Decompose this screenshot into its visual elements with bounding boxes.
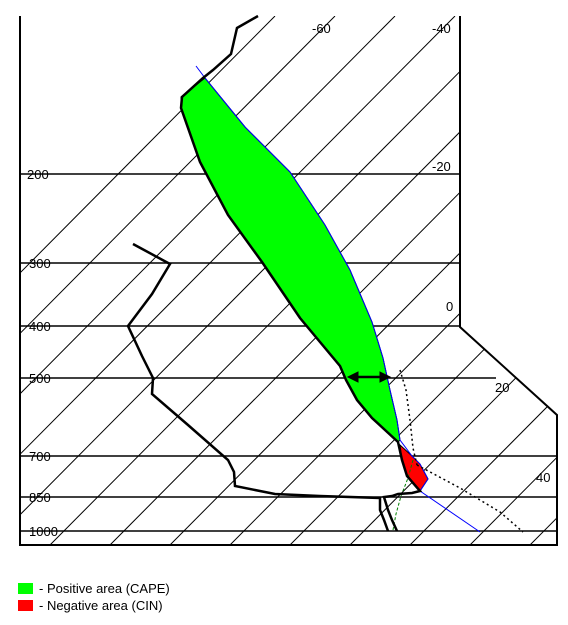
temperature-label: -40 (432, 21, 451, 36)
isotherm-line (169, 16, 557, 545)
parcel-path-line (195, 65, 481, 533)
isotherm-line (20, 16, 456, 545)
pressure-label: 1000 (29, 524, 58, 539)
legend-swatch-cin (18, 599, 33, 611)
skew-t-diagram: 200 300 400 500 700 850 1000 -60 -40 -20… (19, 14, 558, 546)
isotherm-line (469, 16, 557, 545)
legend-item-cape: - Positive area (CAPE) (18, 580, 170, 596)
legend-item-cin: - Negative area (CIN) (18, 597, 170, 613)
pressure-label: 300 (29, 256, 51, 271)
temperature-labels: -60 -40 -20 0 20 40 (312, 21, 550, 485)
isotherm-line (409, 16, 557, 545)
temperature-label: -20 (432, 159, 451, 174)
temperature-label: 40 (536, 470, 550, 485)
dotted-mixing-line (416, 464, 524, 533)
temperature-label: 20 (495, 380, 509, 395)
temperature-label: -60 (312, 21, 331, 36)
temperature-sounding-line (179, 14, 423, 532)
isotherm-line (20, 16, 516, 545)
double-arrow (346, 371, 392, 383)
isobar-lines (20, 173, 557, 532)
legend: - Positive area (CAPE) - Negative area (… (18, 580, 170, 614)
isotherm-line (349, 16, 557, 545)
pressure-label: 850 (29, 490, 51, 505)
dewpoint-sounding-line (126, 242, 390, 532)
dotted-adiabat-line (399, 369, 418, 466)
plot-border (19, 16, 558, 546)
temperature-label: 0 (446, 299, 453, 314)
pressure-label: 200 (27, 167, 49, 182)
legend-label-cin: - Negative area (CIN) (39, 597, 163, 613)
cape-area (180, 77, 401, 443)
pressure-labels: 200 300 400 500 700 850 1000 (27, 167, 58, 539)
legend-swatch-cape (18, 582, 33, 594)
pressure-label: 500 (29, 371, 51, 386)
dewpoint-parcel-line (392, 459, 414, 531)
isotherm-line (20, 16, 336, 545)
legend-label-cape: - Positive area (CAPE) (39, 580, 170, 596)
isotherm-line (20, 16, 276, 545)
pressure-label: 700 (29, 449, 51, 464)
pressure-label: 400 (29, 319, 51, 334)
isotherm-line (20, 16, 396, 545)
